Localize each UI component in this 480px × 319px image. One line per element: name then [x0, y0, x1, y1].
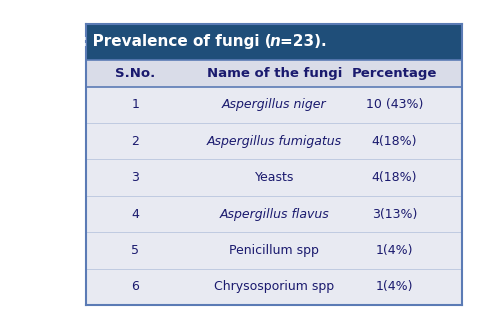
- Text: n: n: [267, 34, 281, 49]
- Text: S.No.: S.No.: [115, 67, 156, 80]
- Text: 4: 4: [132, 208, 139, 220]
- FancyBboxPatch shape: [86, 24, 462, 60]
- Text: 10 (43%): 10 (43%): [366, 99, 423, 111]
- Text: Percentage: Percentage: [352, 67, 437, 80]
- FancyBboxPatch shape: [86, 232, 462, 269]
- Text: 1: 1: [132, 99, 139, 111]
- Text: Chrysosporium spp: Chrysosporium spp: [214, 280, 335, 293]
- Text: 3(13%): 3(13%): [372, 208, 417, 220]
- FancyBboxPatch shape: [86, 196, 462, 232]
- Text: Table 3: Prevalence of fungi (: Table 3: Prevalence of fungi (: [20, 34, 274, 49]
- FancyBboxPatch shape: [86, 87, 462, 123]
- Text: 6: 6: [132, 280, 139, 293]
- Text: Penicillum spp: Penicillum spp: [229, 244, 319, 257]
- Text: 1(4%): 1(4%): [376, 244, 413, 257]
- Text: 4(18%): 4(18%): [372, 135, 417, 148]
- FancyBboxPatch shape: [86, 160, 462, 196]
- Text: Name of the fungi: Name of the fungi: [206, 67, 342, 80]
- FancyBboxPatch shape: [86, 269, 462, 305]
- Text: Aspergillus niger: Aspergillus niger: [222, 99, 326, 111]
- Text: =23).: =23).: [274, 34, 327, 49]
- Text: Aspergillus fumigatus: Aspergillus fumigatus: [207, 135, 342, 148]
- FancyBboxPatch shape: [86, 123, 462, 160]
- Text: Yeasts: Yeasts: [254, 171, 294, 184]
- Text: 2: 2: [132, 135, 139, 148]
- Text: 5: 5: [131, 244, 139, 257]
- FancyBboxPatch shape: [86, 60, 462, 87]
- Text: 4(18%): 4(18%): [372, 171, 417, 184]
- Text: 3: 3: [132, 171, 139, 184]
- Text: 1(4%): 1(4%): [376, 280, 413, 293]
- Text: Aspergillus flavus: Aspergillus flavus: [219, 208, 329, 220]
